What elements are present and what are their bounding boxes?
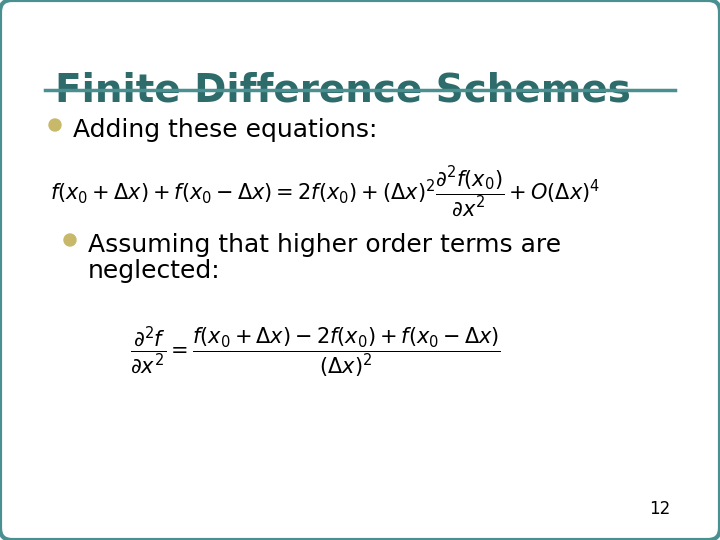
Text: $f(x_0 + \Delta x) + f(x_0 - \Delta x) = 2f(x_0) + (\Delta x)^2 \dfrac{\partial^: $f(x_0 + \Delta x) + f(x_0 - \Delta x) =…: [50, 165, 600, 219]
Text: Assuming that higher order terms are: Assuming that higher order terms are: [88, 233, 561, 257]
Circle shape: [64, 234, 76, 246]
Text: Adding these equations:: Adding these equations:: [73, 118, 377, 142]
Text: neglected:: neglected:: [88, 259, 220, 283]
Text: $\dfrac{\partial^2 f}{\partial x^2} = \dfrac{f(x_0 + \Delta x) - 2f(x_0) + f(x_0: $\dfrac{\partial^2 f}{\partial x^2} = \d…: [130, 325, 501, 380]
Text: 12: 12: [649, 500, 670, 518]
Circle shape: [49, 119, 61, 131]
Text: Finite Difference Schemes: Finite Difference Schemes: [55, 72, 631, 110]
